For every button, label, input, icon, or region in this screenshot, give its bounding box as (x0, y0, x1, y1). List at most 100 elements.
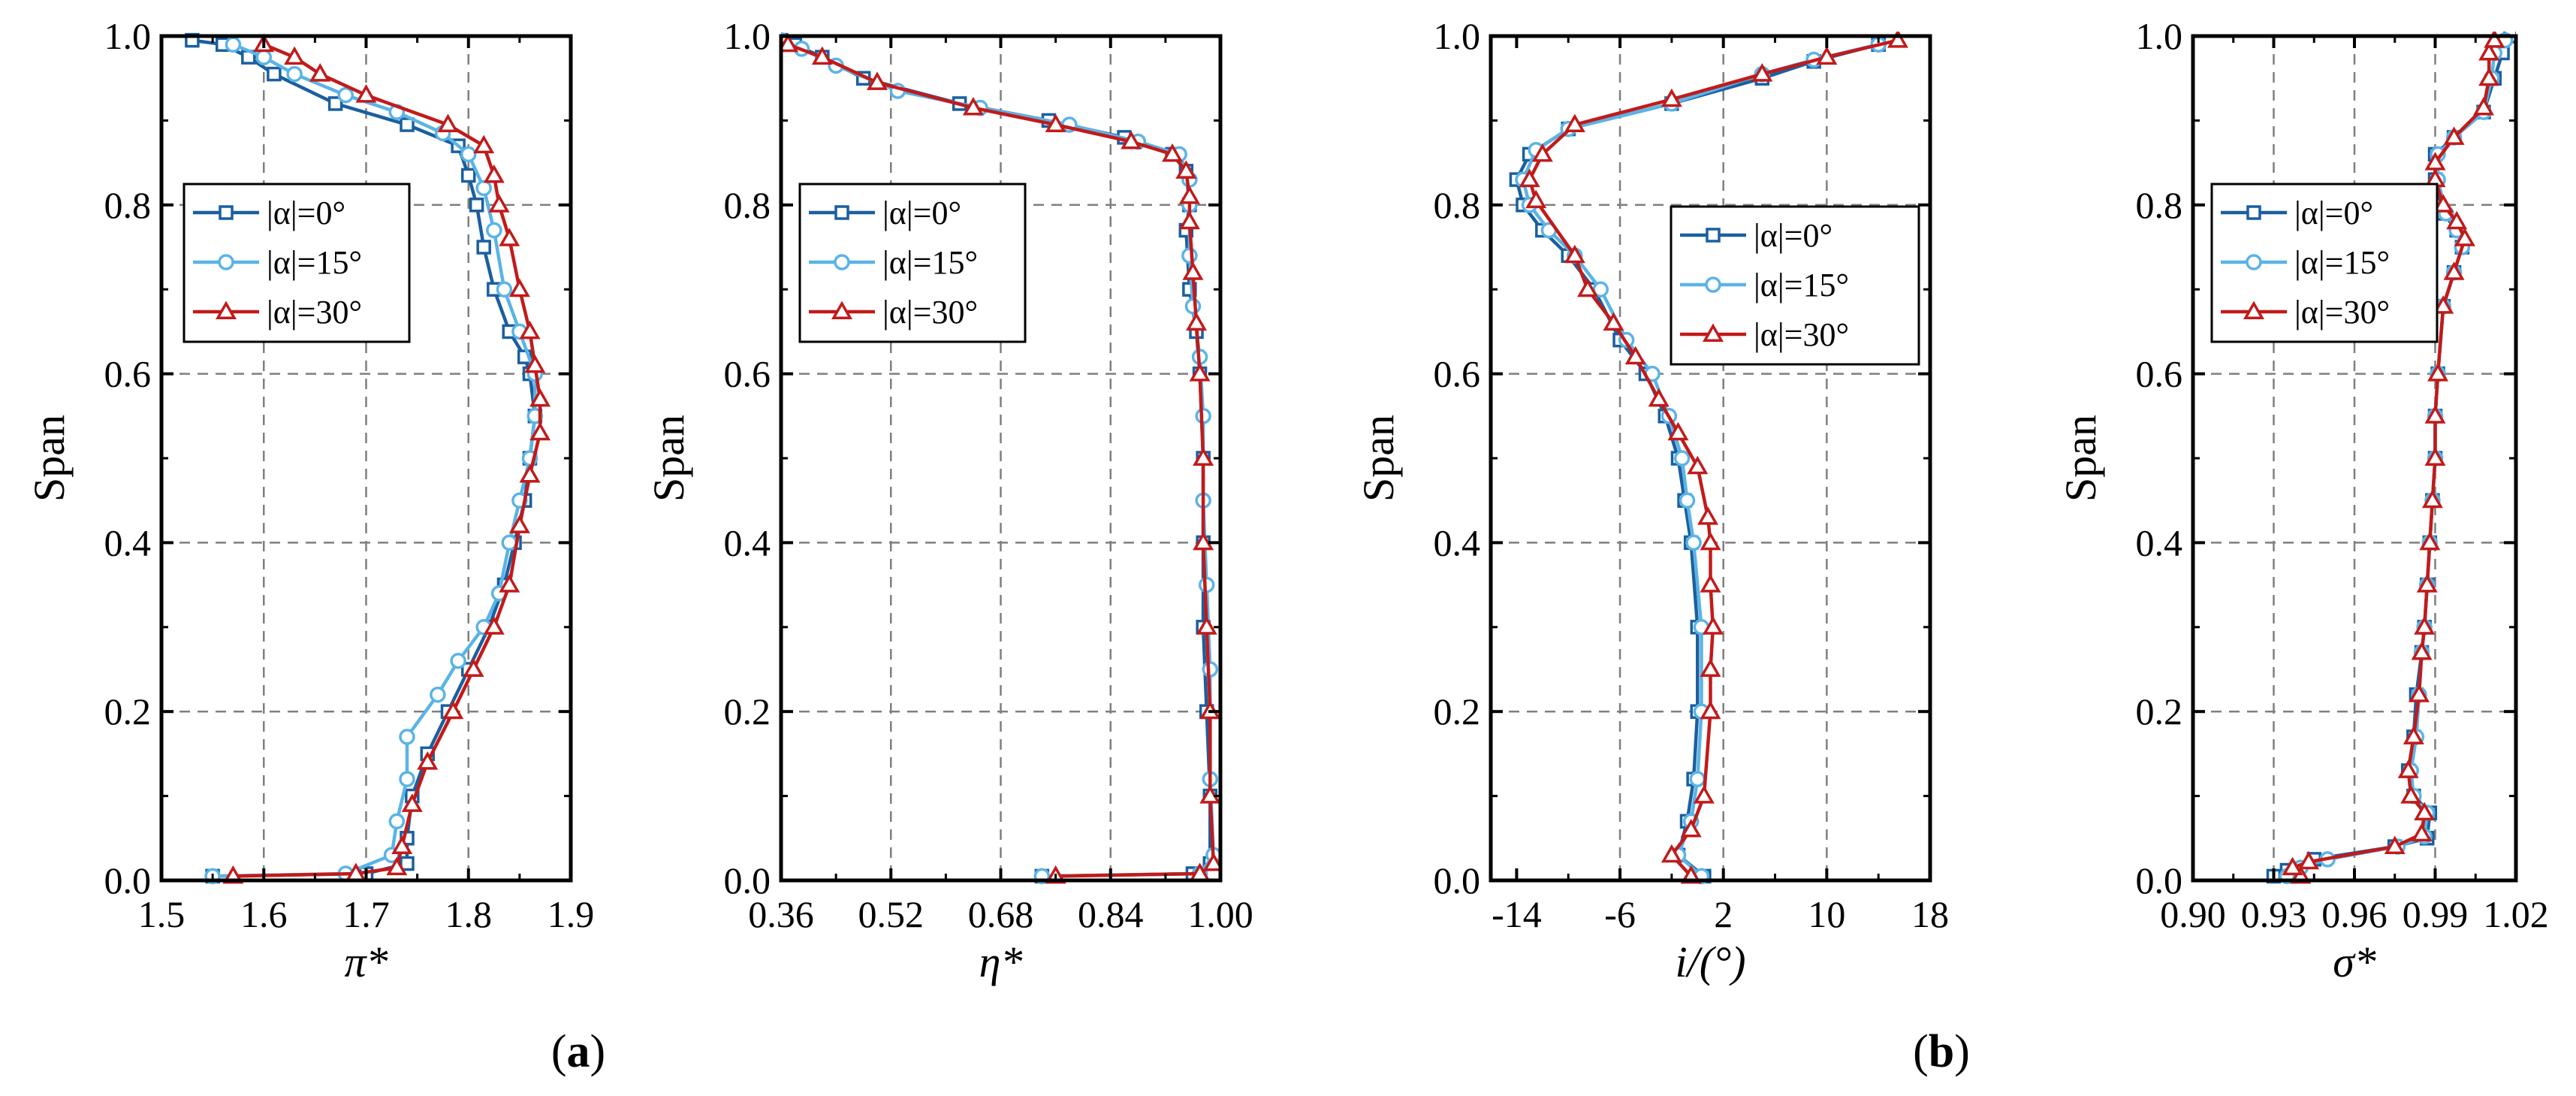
y-tick-label: 0.2 (1434, 690, 1481, 732)
data-point (388, 813, 406, 830)
data-point (1700, 574, 1721, 593)
data-point (1189, 363, 1211, 382)
data-point (2408, 684, 2430, 702)
legend-marker (1702, 323, 1724, 342)
series-0 (781, 32, 1218, 884)
series-line (1528, 38, 1899, 877)
series-line (781, 38, 1216, 878)
data-point (496, 281, 513, 297)
legend-marker (2246, 254, 2262, 270)
x-tick-label: 0.36 (748, 893, 814, 935)
data-point (225, 36, 242, 53)
data-point (2443, 126, 2465, 145)
series-line (2286, 39, 2507, 878)
y-tick-label: 1.0 (724, 15, 771, 57)
x-tick-label: 0.99 (2403, 893, 2469, 935)
data-point (2411, 823, 2433, 842)
series-0 (2266, 32, 2516, 884)
data-point (1519, 168, 1540, 188)
x-tick-label: 1.6 (240, 893, 288, 935)
data-point (529, 421, 551, 441)
data-point (1679, 492, 1696, 509)
chart-pi: 1.5 1.6 1.7 1.8 1.9 0.0 0.2 0.4 0.6 0.8 1.0 π* Span |… (25, 15, 594, 986)
y-tick-label: 0.6 (2136, 353, 2183, 395)
data-point (1667, 421, 1689, 441)
data-point (2400, 785, 2422, 804)
data-point (337, 86, 354, 104)
series-line (1521, 43, 1879, 878)
series-1 (781, 32, 1220, 885)
data-point (1185, 312, 1208, 331)
legend: |α|=0° |α|=15° |α|=30° (182, 183, 411, 343)
data-point (2424, 405, 2446, 424)
x-tick-label: 1.9 (547, 893, 595, 935)
data-point (1202, 852, 1220, 871)
chart-incidence: -14 -6 2 10 18 0.0 0.2 0.4 0.6 0.8 1.0 i/(°) Span |α|… (1354, 15, 1949, 986)
data-point (1193, 447, 1214, 466)
x-tick-label: 2 (1714, 893, 1733, 935)
data-point (2416, 574, 2438, 593)
x-tick-label: 10 (1808, 893, 1845, 935)
data-point (1577, 278, 1599, 297)
x-tick-label: 0.93 (2241, 893, 2307, 935)
panel-label-a: (a) (551, 1026, 605, 1077)
y-tick-label: 0.6 (724, 353, 771, 395)
plot-frame (1489, 34, 1932, 883)
data-point (1178, 210, 1200, 230)
legend-marker (1705, 276, 1721, 293)
data-point (1045, 113, 1066, 133)
data-point (508, 515, 530, 533)
data-point (1680, 819, 1702, 838)
data-point (1162, 143, 1184, 162)
y-tick-label: 0.4 (724, 521, 771, 563)
data-point (284, 46, 306, 65)
data-point (460, 146, 477, 163)
data-point (866, 71, 888, 90)
x-tick-label: 1.00 (1187, 893, 1253, 935)
y-axis-title: Span (2056, 415, 2105, 502)
y-tick-label: 0.8 (104, 184, 152, 226)
data-point (2282, 856, 2303, 876)
legend-label: |α|=15° (267, 244, 362, 281)
data-point (1751, 63, 1773, 82)
y-tick-label: 1.0 (1434, 15, 1481, 57)
data-point (1661, 88, 1682, 107)
data-point (2403, 726, 2424, 744)
legend-label: |α|=30° (882, 294, 978, 331)
data-point (1685, 534, 1702, 551)
x-tick-label: 1.5 (138, 893, 186, 935)
data-point (442, 700, 464, 720)
y-tick-label: 0.2 (2136, 690, 2183, 732)
data-point (501, 534, 517, 551)
data-point (430, 686, 446, 703)
y-axis-title: Span (25, 415, 74, 502)
data-point (483, 616, 505, 635)
y-axis-title: Span (644, 415, 693, 502)
series-1 (1515, 36, 1887, 885)
data-point (1603, 312, 1624, 331)
data-point (2424, 447, 2446, 466)
legend-marker (1706, 228, 1721, 243)
data-point (1693, 785, 1715, 804)
data-point (1193, 531, 1214, 551)
data-point (781, 33, 799, 53)
data-point (1184, 297, 1202, 315)
legend: |α|=0° |α|=15° |α|=30° (798, 183, 1027, 343)
y-tick-label: 0.6 (1434, 353, 1481, 395)
data-point (1182, 261, 1204, 280)
data-point (400, 856, 415, 871)
data-point (476, 240, 491, 255)
panel-label-b: (b) (1913, 1026, 1970, 1077)
data-point (267, 66, 282, 82)
x-tick-label: 1.7 (342, 893, 390, 935)
legend-label: |α|=0° (1754, 217, 1832, 254)
data-point (2446, 210, 2468, 230)
y-tick-label: 0.8 (2136, 184, 2183, 226)
data-point (1700, 700, 1721, 720)
x-tick-label: 0.52 (858, 893, 925, 935)
data-point (1648, 388, 1670, 407)
series-line (2291, 39, 2496, 877)
data-point (2484, 32, 2505, 48)
data-point (2397, 759, 2419, 778)
